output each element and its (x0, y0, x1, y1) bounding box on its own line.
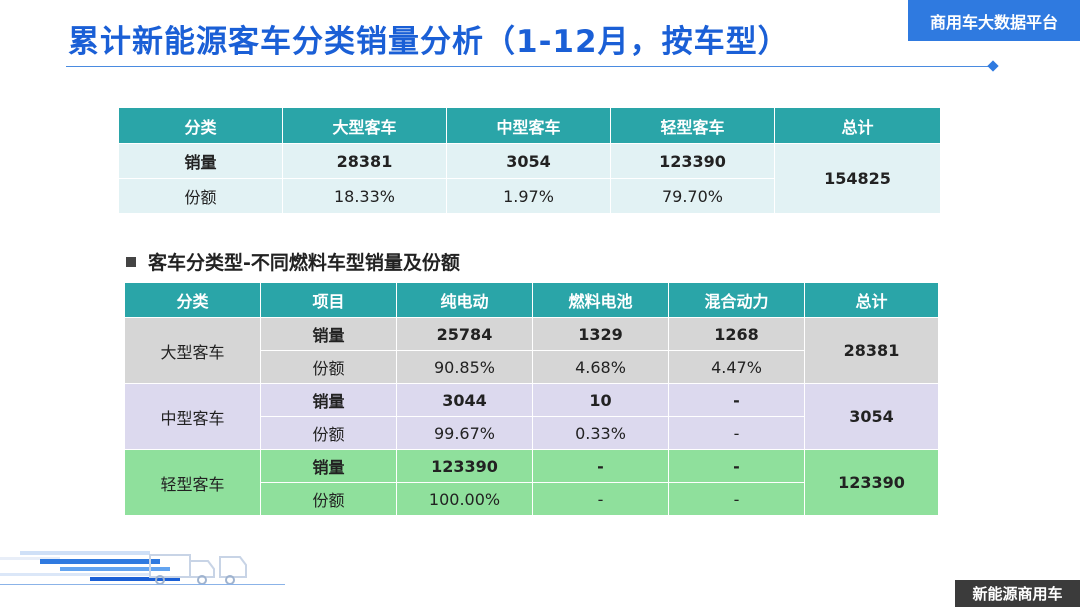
cell-large-share: 18.33% (282, 178, 447, 214)
summary-header-row: 分类 大型客车 中型客车 轻型客车 总计 (118, 107, 941, 144)
group-category-label: 轻型客车 (124, 449, 261, 516)
cell-hev-sales: - (668, 449, 805, 483)
table-row: 份额 100.00% - - (125, 482, 939, 516)
table-row: 中型客车 销量 3044 10 - 3054 (124, 383, 939, 450)
group-category-label: 中型客车 (124, 383, 261, 450)
cell-hev-share: - (668, 482, 805, 516)
cell-hev-sales: 1268 (668, 317, 805, 351)
header-light-bus: 轻型客车 (610, 107, 775, 144)
title-underline (66, 66, 994, 67)
table-row: 份额 90.85% 4.68% 4.47% (125, 350, 939, 384)
item-label-sales: 销量 (260, 317, 397, 351)
brand-badge-bottom: 新能源商用车 (955, 580, 1080, 607)
group-total: 123390 (804, 449, 939, 516)
section-heading-text: 客车分类型-不同燃料车型销量及份额 (148, 252, 460, 274)
fuel-header-row: 分类 项目 纯电动 燃料电池 混合动力 总计 (124, 282, 939, 318)
cell-bev-share: 99.67% (396, 416, 533, 450)
header-item: 项目 (260, 282, 397, 318)
header-hev: 混合动力 (668, 282, 805, 318)
row-label-sales: 销量 (118, 143, 283, 179)
group-total: 28381 (804, 317, 939, 384)
header-large-bus: 大型客车 (282, 107, 447, 144)
cell-fcev-share: 4.68% (532, 350, 669, 384)
title-line-end-marker (987, 60, 999, 72)
table-row: 轻型客车 销量 123390 - - 123390 (124, 449, 939, 516)
table-row: 大型客车 销量 25784 1329 1268 28381 (124, 317, 939, 384)
header-category: 分类 (118, 107, 283, 144)
item-label-sales: 销量 (260, 383, 397, 417)
group-total: 3054 (804, 383, 939, 450)
section-heading: 客车分类型-不同燃料车型销量及份额 (126, 248, 460, 275)
item-label-share: 份额 (260, 482, 397, 516)
cell-light-share: 79.70% (610, 178, 775, 214)
cell-bev-sales: 123390 (396, 449, 533, 483)
cell-large-sales: 28381 (282, 143, 447, 179)
cell-fcev-sales: 1329 (532, 317, 669, 351)
page-title: 累计新能源客车分类销量分析（1-12月，按车型） (68, 24, 790, 60)
group-category-label: 大型客车 (124, 317, 261, 384)
item-label-share: 份额 (260, 416, 397, 450)
row-label-share: 份额 (118, 178, 283, 214)
summary-row-share: 份额 18.33% 1.97% 79.70% (118, 178, 941, 214)
header-mid-bus: 中型客车 (446, 107, 611, 144)
cell-mid-sales: 3054 (446, 143, 611, 179)
group-mid-bus: 中型客车 销量 3044 10 - 3054 份额 99.67% 0.33% - (124, 383, 939, 450)
cell-grand-total: 154825 (774, 143, 941, 214)
header-bev: 纯电动 (396, 282, 533, 318)
header-fcev: 燃料电池 (532, 282, 669, 318)
cell-light-sales: 123390 (610, 143, 775, 179)
square-bullet-icon (126, 256, 136, 267)
item-label-sales: 销量 (260, 449, 397, 483)
fuel-type-table: 分类 项目 纯电动 燃料电池 混合动力 总计 大型客车 销量 25784 132… (124, 282, 939, 516)
cell-mid-share: 1.97% (446, 178, 611, 214)
cell-bev-share: 90.85% (396, 350, 533, 384)
cell-hev-share: 4.47% (668, 350, 805, 384)
header-total: 总计 (774, 107, 941, 144)
cell-hev-sales: - (668, 383, 805, 417)
brand-badge-top: 商用车大数据平台 (908, 0, 1080, 41)
cell-fcev-sales: - (532, 449, 669, 483)
header-total: 总计 (804, 282, 939, 318)
cell-fcev-sales: 10 (532, 383, 669, 417)
cell-fcev-share: 0.33% (532, 416, 669, 450)
summary-table: 分类 大型客车 中型客车 轻型客车 总计 销量 28381 3054 12339… (118, 107, 941, 214)
summary-row-sales: 销量 28381 3054 123390 154825 (118, 143, 941, 214)
item-label-share: 份额 (260, 350, 397, 384)
group-light-bus: 轻型客车 销量 123390 - - 123390 份额 100.00% - - (124, 449, 939, 516)
cell-fcev-share: - (532, 482, 669, 516)
header-category: 分类 (124, 282, 261, 318)
group-large-bus: 大型客车 销量 25784 1329 1268 28381 份额 90.85% … (124, 317, 939, 384)
cell-bev-sales: 3044 (396, 383, 533, 417)
cell-bev-sales: 25784 (396, 317, 533, 351)
cell-bev-share: 100.00% (396, 482, 533, 516)
cell-hev-share: - (668, 416, 805, 450)
table-row: 份额 99.67% 0.33% - (125, 416, 939, 450)
truck-speed-lines-icon (0, 551, 285, 585)
